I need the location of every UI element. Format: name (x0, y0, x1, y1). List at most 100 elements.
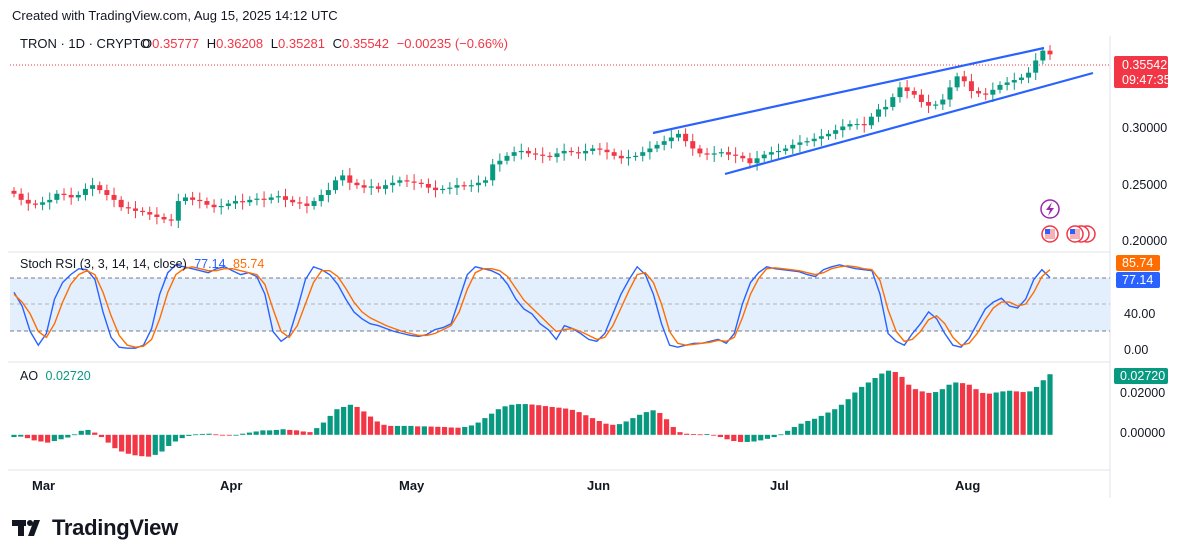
candle-body (190, 197, 196, 200)
stoch-k-tag: 77.14 (1116, 272, 1160, 288)
tradingview-brand: TradingView (12, 515, 178, 541)
trend-channel-lower[interactable] (724, 71, 1094, 176)
candle-body (247, 199, 253, 203)
candle-body (947, 87, 953, 100)
candle-body (783, 148, 789, 151)
price-tick-3: 0.20000 (1122, 234, 1167, 248)
candle-body (718, 152, 724, 154)
ao-bar (381, 424, 387, 435)
candle-body (754, 158, 760, 164)
candle-body (847, 124, 853, 127)
candle-body (1026, 72, 1032, 78)
candle-body (918, 94, 924, 103)
ao-bar (771, 434, 777, 438)
ao-bar (744, 434, 750, 442)
ao-bar (616, 424, 623, 435)
ao-bar (515, 404, 522, 435)
ao-bar (448, 427, 454, 435)
ao-bar (1040, 380, 1046, 435)
trend-channel-upper[interactable] (652, 46, 1045, 135)
ao-bar (293, 430, 300, 435)
candle-body (1033, 60, 1039, 73)
ao-bar (341, 406, 347, 435)
ao-bar (482, 418, 488, 435)
ao-bar (502, 406, 508, 435)
candle-body (218, 205, 224, 208)
ao-bar (112, 434, 118, 449)
ao-bar (1020, 392, 1026, 435)
ao-bar (78, 430, 84, 435)
candle-body (654, 144, 660, 149)
candle-body (168, 219, 174, 221)
ao-bar (105, 434, 111, 443)
candle-body (325, 190, 331, 195)
candle-body (833, 130, 839, 134)
ao-bar (314, 428, 320, 435)
ao-bar (213, 434, 219, 436)
ao-bar (758, 434, 764, 441)
ao-bar (361, 411, 367, 435)
ao-bar (563, 408, 569, 435)
candle-body (204, 201, 210, 205)
candle-body (347, 175, 353, 183)
candle-body (225, 203, 231, 206)
ao-bar (576, 412, 582, 435)
candle-body (461, 185, 467, 187)
ao-bar (764, 434, 771, 439)
lightning-icon[interactable] (1040, 199, 1060, 219)
candle-body (733, 154, 739, 156)
candle-body (433, 187, 439, 191)
candle-body (132, 208, 138, 211)
candle-body (90, 185, 96, 189)
ao-bar (650, 410, 656, 435)
stoch-d-line (13, 265, 1051, 348)
candle-body (940, 99, 946, 105)
ao-bar (939, 389, 945, 435)
candle-body (161, 216, 167, 220)
candle-body (568, 150, 574, 153)
ao-bar (603, 423, 609, 435)
candle-body (275, 196, 281, 198)
ao-bar (966, 384, 972, 435)
ao-bar (859, 386, 865, 435)
last-price-value: 0.35542 (1122, 58, 1167, 72)
ao-bar (145, 434, 152, 457)
candle-body (525, 150, 531, 154)
candle-body (390, 182, 396, 186)
candle-body (368, 186, 374, 188)
candle-body (547, 155, 553, 158)
ao-bar (926, 392, 932, 435)
candle-body (61, 193, 67, 195)
x-tick-apr: Apr (220, 478, 242, 493)
ao-bar (31, 434, 37, 441)
ao-bar (811, 418, 818, 435)
ao-bar (462, 427, 468, 435)
candle-body (440, 188, 446, 191)
candle-body (675, 133, 681, 138)
us-flag-icon[interactable] (1041, 225, 1059, 243)
candle-body (254, 198, 260, 200)
candle-body (340, 175, 346, 181)
ao-bar (522, 404, 528, 435)
ao-bar (193, 434, 199, 436)
x-tick-aug: Aug (955, 478, 980, 493)
ao-bar (226, 434, 232, 436)
ao-bar (24, 434, 31, 439)
candle-body (618, 155, 624, 159)
ao-bar (959, 383, 966, 435)
ao-bar (172, 434, 179, 442)
ao-bar (589, 418, 596, 435)
us-flag-icon-stack[interactable] (1066, 225, 1096, 243)
ao-bar (1000, 391, 1006, 435)
candle-countdown: 09:47:35 (1122, 73, 1171, 87)
ao-bar (468, 425, 475, 435)
candle-body (1018, 77, 1024, 81)
ao-bar (852, 392, 858, 435)
ao-bar (933, 392, 939, 435)
candle-body (75, 194, 81, 198)
ao-bar (569, 409, 575, 435)
candle-body (268, 197, 274, 200)
ao-bar (596, 421, 602, 435)
candle-body (290, 199, 296, 203)
